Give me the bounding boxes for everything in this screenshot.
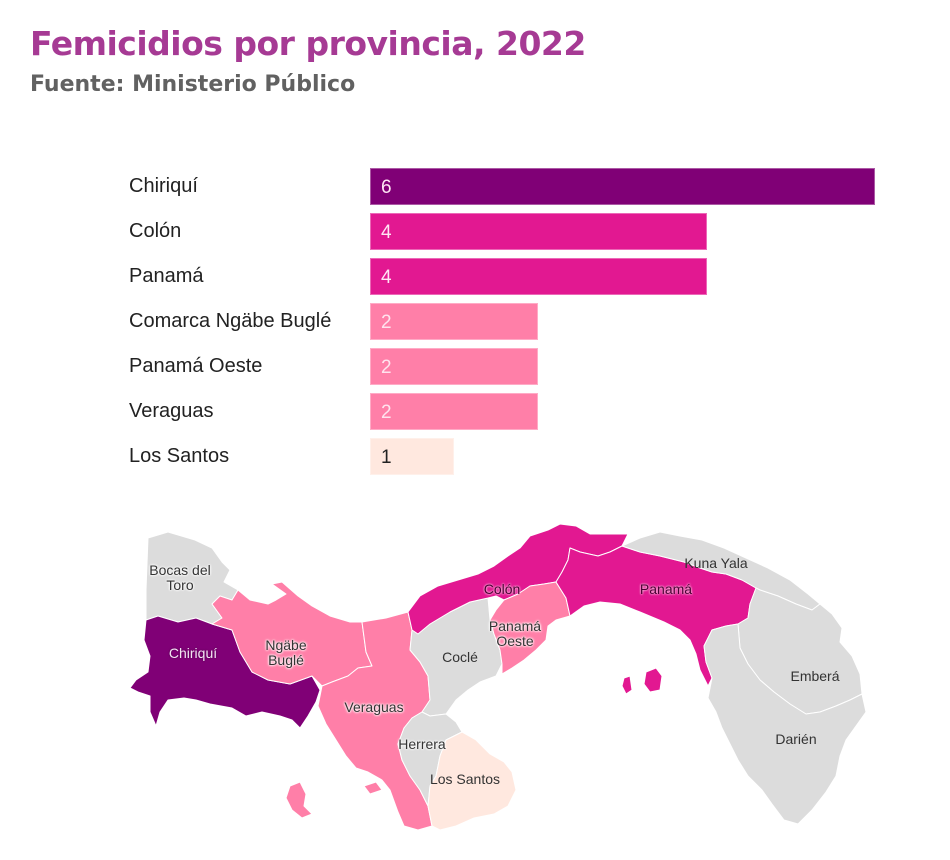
- map-label-darien: Darién: [775, 731, 817, 747]
- map-label-kuna-yala: Kuna Yala: [684, 555, 748, 571]
- map-label-panama-oeste: Panamá Oeste: [488, 618, 542, 649]
- bar-row: Chiriquí 6: [0, 168, 950, 205]
- bar-value: 1: [381, 447, 392, 468]
- bar-row: Veraguas 2: [0, 393, 950, 430]
- bar-label: Chiriquí: [129, 175, 198, 197]
- bar-chart: Chiriquí 6 Colón 4 Panamá 4 Comarca Ngäb…: [0, 168, 950, 475]
- bar-row: Los Santos 1: [0, 438, 950, 475]
- bar-row: Colón 4: [0, 213, 950, 250]
- bar-value: 6: [381, 177, 392, 198]
- map-label-ngabe-bugle: Ngäbe Buglé: [265, 637, 307, 668]
- bar-label: Colón: [129, 220, 182, 242]
- map-label-los-santos: Los Santos: [429, 771, 501, 787]
- region-darien: [703, 623, 867, 825]
- bar-label: Veraguas: [129, 400, 214, 422]
- bar-label: Panamá Oeste: [129, 355, 263, 377]
- bar: 6: [370, 168, 876, 205]
- bar: 2: [370, 348, 539, 385]
- region-panama-island: [621, 675, 633, 695]
- bar-value: 2: [381, 357, 392, 378]
- region-panama-island: [643, 667, 663, 693]
- bar-value: 4: [381, 222, 392, 243]
- bar-value: 2: [381, 402, 392, 423]
- map-label-colon: Colón: [483, 581, 521, 597]
- bar: 4: [370, 213, 707, 250]
- bar-label: Comarca Ngäbe Buglé: [129, 310, 332, 332]
- map-label-bocas-del-toro: Bocas del Toro: [149, 562, 211, 593]
- chart-source: Fuente: Ministerio Público: [30, 72, 356, 97]
- bar-value: 2: [381, 312, 392, 333]
- region-los-santos: [427, 731, 517, 831]
- region-panama-oeste: [489, 581, 571, 675]
- map-label-cocle: Coclé: [442, 649, 478, 665]
- map-label-embera: Emberá: [790, 668, 840, 684]
- map-svg: [129, 523, 867, 831]
- region-veraguas-island: [285, 781, 313, 819]
- map-label-veraguas: Veraguas: [344, 699, 404, 715]
- map-label-chiriqui: Chiriquí: [168, 645, 218, 661]
- bar: 1: [370, 438, 455, 475]
- chart-title: Femicidios por provincia, 2022: [30, 24, 586, 63]
- bar-label: Los Santos: [129, 445, 230, 467]
- map-label-herrera: Herrera: [398, 736, 446, 752]
- region-veraguas-island: [363, 781, 383, 795]
- bar-row: Panamá Oeste 2: [0, 348, 950, 385]
- bar: 2: [370, 393, 539, 430]
- bar: 4: [370, 258, 707, 295]
- bar-value: 4: [381, 267, 392, 288]
- map-label-panama: Panamá: [639, 581, 693, 597]
- bar-row: Comarca Ngäbe Buglé 2: [0, 303, 950, 340]
- bar: 2: [370, 303, 539, 340]
- bar-label: Panamá: [129, 265, 204, 287]
- panama-choropleth-map: Bocas del Toro Chiriquí Ngäbe Buglé Vera…: [0, 500, 950, 860]
- bar-row: Panamá 4: [0, 258, 950, 295]
